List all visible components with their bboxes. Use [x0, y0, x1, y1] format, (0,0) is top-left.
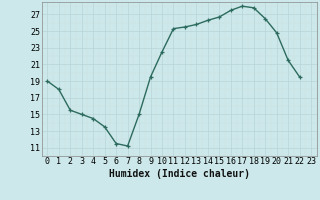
X-axis label: Humidex (Indice chaleur): Humidex (Indice chaleur) [109, 169, 250, 179]
